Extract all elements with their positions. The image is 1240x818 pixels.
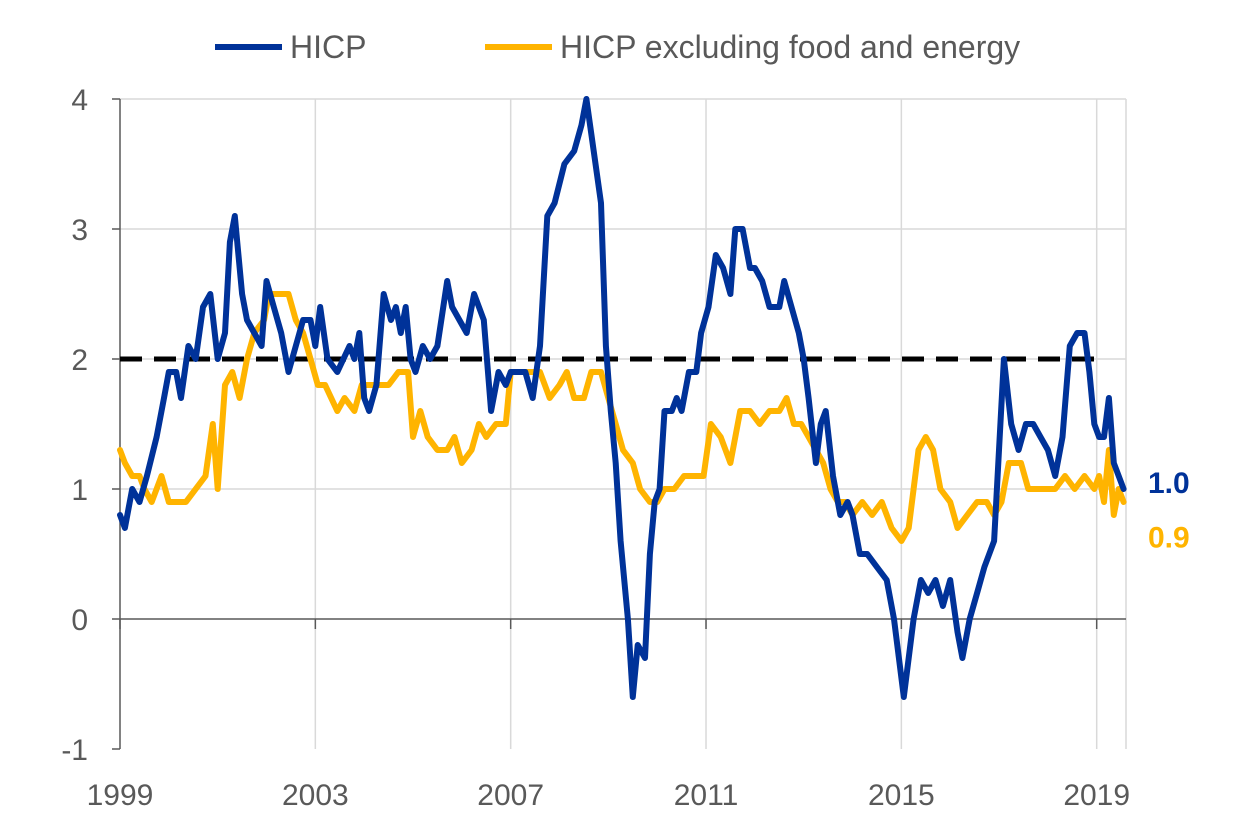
y-tick-label: -1	[61, 734, 88, 767]
legend: HICP HICP excluding food and energy	[215, 29, 1020, 65]
axes	[112, 98, 1126, 750]
y-tick-label: 2	[71, 344, 88, 377]
x-tick-label: 2015	[868, 779, 935, 812]
x-tick-label: 2011	[674, 779, 739, 812]
y-tick-label: 0	[71, 604, 88, 637]
series-line-hicp	[117, 96, 1127, 700]
x-tick-label: 2019	[1063, 779, 1130, 812]
legend-label-hicp: HICP	[290, 29, 366, 65]
end-label: 0.9	[1148, 522, 1190, 555]
series-group	[117, 96, 1127, 700]
end-labels: 1.0 0.9	[1148, 467, 1190, 555]
tick-labels: 4 3 2 1 0 -1 1999 2003 2007 2011 2015 2019	[61, 84, 1130, 812]
x-tick-label: 2007	[477, 779, 544, 812]
y-tick-label: 4	[71, 84, 88, 117]
legend-label-core: HICP excluding food and energy	[560, 29, 1020, 65]
x-tick-label: 1999	[87, 779, 154, 812]
end-label: 1.0	[1148, 467, 1190, 500]
series-line-hicp-core	[117, 291, 1127, 544]
x-tick-label: 2003	[282, 779, 349, 812]
y-tick-label: 3	[71, 214, 88, 247]
y-tick-label: 1	[71, 474, 88, 507]
gridlines	[120, 98, 1127, 749]
